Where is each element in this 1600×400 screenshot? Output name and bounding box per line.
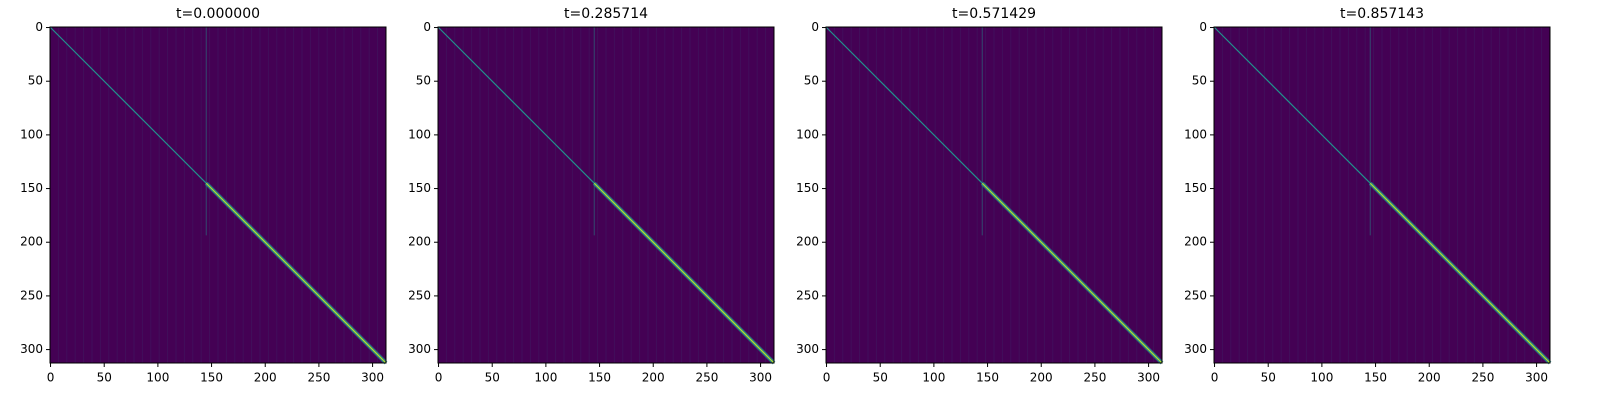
- y-tick-label: 0: [1199, 20, 1207, 34]
- y-tick-label: 300: [1184, 342, 1207, 356]
- x-tick-label: 250: [695, 371, 718, 385]
- heatmap-panel: t=0.000000 0 50 100 150 200 250 300 0 50 100 150 200…: [20, 6, 388, 385]
- x-tick-label: 50: [485, 371, 500, 385]
- y-tick-label: 150: [796, 181, 819, 195]
- y-tick-label: 50: [804, 74, 819, 88]
- y-tick-label: 50: [28, 74, 43, 88]
- y-tick-label: 300: [20, 342, 43, 356]
- x-tick-label: 250: [1471, 371, 1494, 385]
- diagonal-core: [1369, 182, 1551, 364]
- x-tick-label: 300: [749, 371, 772, 385]
- x-tick-label: 250: [307, 371, 330, 385]
- chart-title: t=0.857143: [1340, 6, 1424, 22]
- y-tick-label: 100: [796, 127, 819, 141]
- y-tick-label: 250: [408, 288, 431, 302]
- y-tick-label: 150: [20, 181, 43, 195]
- heatmap-panel: t=0.571429 0 50 100 150 200 250 300 0 50 100 150 200…: [796, 6, 1164, 385]
- x-tick-label: 50: [97, 371, 112, 385]
- y-tick-label: 200: [408, 235, 431, 249]
- x-tick-label: 200: [1030, 371, 1053, 385]
- diagonal-core: [205, 182, 387, 364]
- y-tick-label: 50: [416, 74, 431, 88]
- x-tick-label: 250: [1083, 371, 1106, 385]
- y-tick-label: 100: [20, 127, 43, 141]
- y-tick-label: 250: [796, 288, 819, 302]
- x-tick-label: 200: [1418, 371, 1441, 385]
- y-tick-label: 250: [1184, 288, 1207, 302]
- x-tick-label: 150: [976, 371, 999, 385]
- chart-title: t=0.285714: [564, 6, 648, 22]
- diagonal-core: [593, 182, 775, 364]
- plot-frame: [437, 26, 775, 364]
- y-tick-label: 200: [20, 235, 43, 249]
- x-tick-label: 100: [146, 371, 169, 385]
- y-tick-label: 100: [1184, 127, 1207, 141]
- plot-frame: [825, 26, 1163, 364]
- heatmap-panel: t=0.285714 0 50 100 150 200 250 300 0 50 100 150 200…: [408, 6, 776, 385]
- diagonal-core: [981, 182, 1163, 364]
- y-tick-label: 0: [811, 20, 819, 34]
- y-tick-label: 50: [1192, 74, 1207, 88]
- x-tick-label: 300: [1137, 371, 1160, 385]
- y-tick-label: 200: [796, 235, 819, 249]
- y-tick-label: 150: [408, 181, 431, 195]
- y-tick-label: 300: [408, 342, 431, 356]
- x-tick-label: 100: [1310, 371, 1333, 385]
- y-tick-label: 300: [796, 342, 819, 356]
- x-tick-label: 150: [588, 371, 611, 385]
- plot-frame: [1213, 26, 1551, 364]
- x-tick-label: 0: [1211, 371, 1219, 385]
- x-tick-label: 100: [922, 371, 945, 385]
- chart-title: t=0.000000: [176, 6, 260, 22]
- plot-frame: [49, 26, 387, 364]
- x-tick-label: 50: [873, 371, 888, 385]
- x-tick-label: 50: [1261, 371, 1276, 385]
- x-tick-label: 200: [642, 371, 665, 385]
- x-tick-label: 150: [1364, 371, 1387, 385]
- chart-title: t=0.571429: [952, 6, 1036, 22]
- heatmap-panel: t=0.857143 0 50 100 150 200 250 300 0 50 100 150 200…: [1184, 6, 1552, 385]
- x-tick-label: 0: [435, 371, 443, 385]
- y-tick-label: 250: [20, 288, 43, 302]
- x-tick-label: 100: [534, 371, 557, 385]
- y-tick-label: 0: [423, 20, 431, 34]
- y-tick-label: 150: [1184, 181, 1207, 195]
- x-tick-label: 0: [823, 371, 831, 385]
- x-tick-label: 150: [200, 371, 223, 385]
- x-tick-label: 200: [254, 371, 277, 385]
- y-tick-label: 0: [35, 20, 43, 34]
- x-tick-label: 0: [47, 371, 55, 385]
- x-tick-label: 300: [1525, 371, 1548, 385]
- x-tick-label: 300: [361, 371, 384, 385]
- y-tick-label: 200: [1184, 235, 1207, 249]
- y-tick-label: 100: [408, 127, 431, 141]
